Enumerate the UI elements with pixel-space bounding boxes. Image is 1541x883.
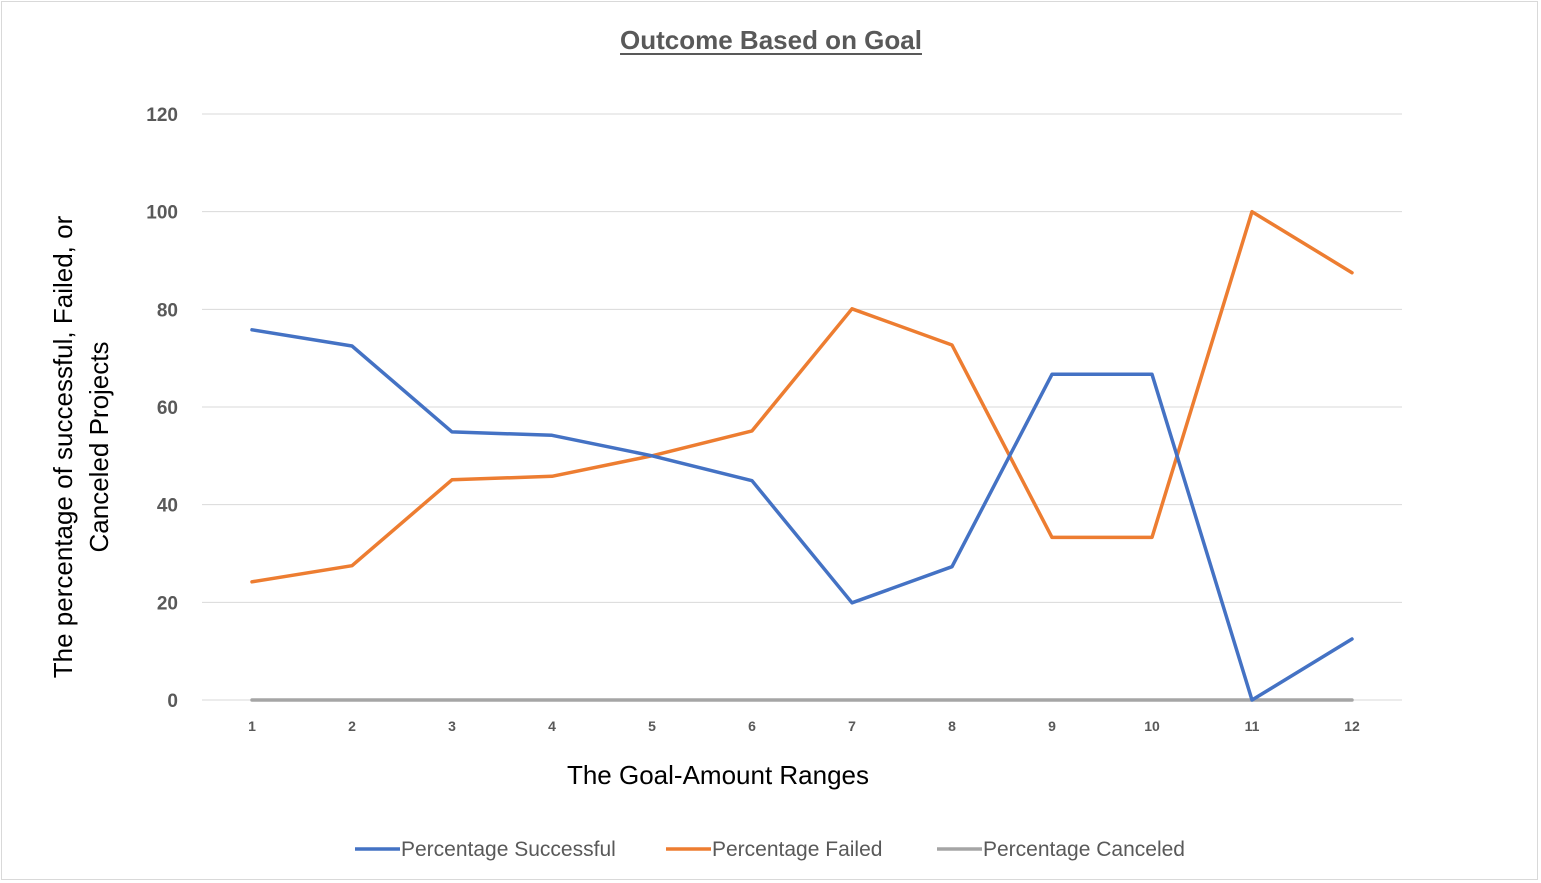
gridlines (202, 113, 1402, 701)
x-tick-label: 7 (848, 718, 856, 734)
y-tick-label: 80 (157, 300, 178, 321)
legend-label: Percentage Failed (712, 838, 882, 861)
x-tick-label: 8 (948, 718, 956, 734)
x-axis-label: The Goal-Amount Ranges (567, 760, 869, 790)
legend-label: Percentage Successful (401, 838, 616, 861)
legend-label: Percentage Canceled (983, 838, 1185, 861)
series-line (250, 209, 1354, 584)
y-tick-label: 120 (146, 105, 178, 126)
y-tick-label: 100 (146, 203, 178, 224)
x-tick-label: 4 (548, 718, 556, 734)
y-tick-label: 40 (157, 496, 178, 517)
x-tick-label: 9 (1048, 718, 1056, 734)
x-tick-label: 10 (1144, 718, 1160, 734)
x-tick-label: 12 (1344, 718, 1360, 734)
x-tick-label: 2 (348, 718, 356, 734)
y-axis-label-line-2: Canceled Projects (84, 342, 114, 553)
y-axis-ticks: 0 20 40 60 80 100 120 (146, 105, 178, 712)
series-line (250, 328, 1354, 702)
y-axis-label-line-1: The percentage of successful, Failed, or (48, 215, 78, 678)
x-tick-label: 11 (1245, 718, 1260, 734)
x-axis-ticks: 1 2 3 4 5 6 7 8 9 10 11 12 (248, 718, 1360, 734)
series-lines (250, 209, 1354, 702)
x-tick-label: 5 (648, 718, 656, 734)
chart-title: Outcome Based on Goal (620, 25, 922, 55)
x-tick-label: 1 (248, 718, 256, 734)
y-tick-label: 20 (157, 593, 178, 614)
y-tick-label: 60 (157, 398, 178, 419)
y-tick-label: 0 (167, 691, 178, 712)
x-tick-label: 3 (448, 718, 456, 734)
legend: Percentage Successful Percentage Failed Pe… (355, 838, 1185, 861)
x-tick-label: 6 (748, 718, 756, 734)
